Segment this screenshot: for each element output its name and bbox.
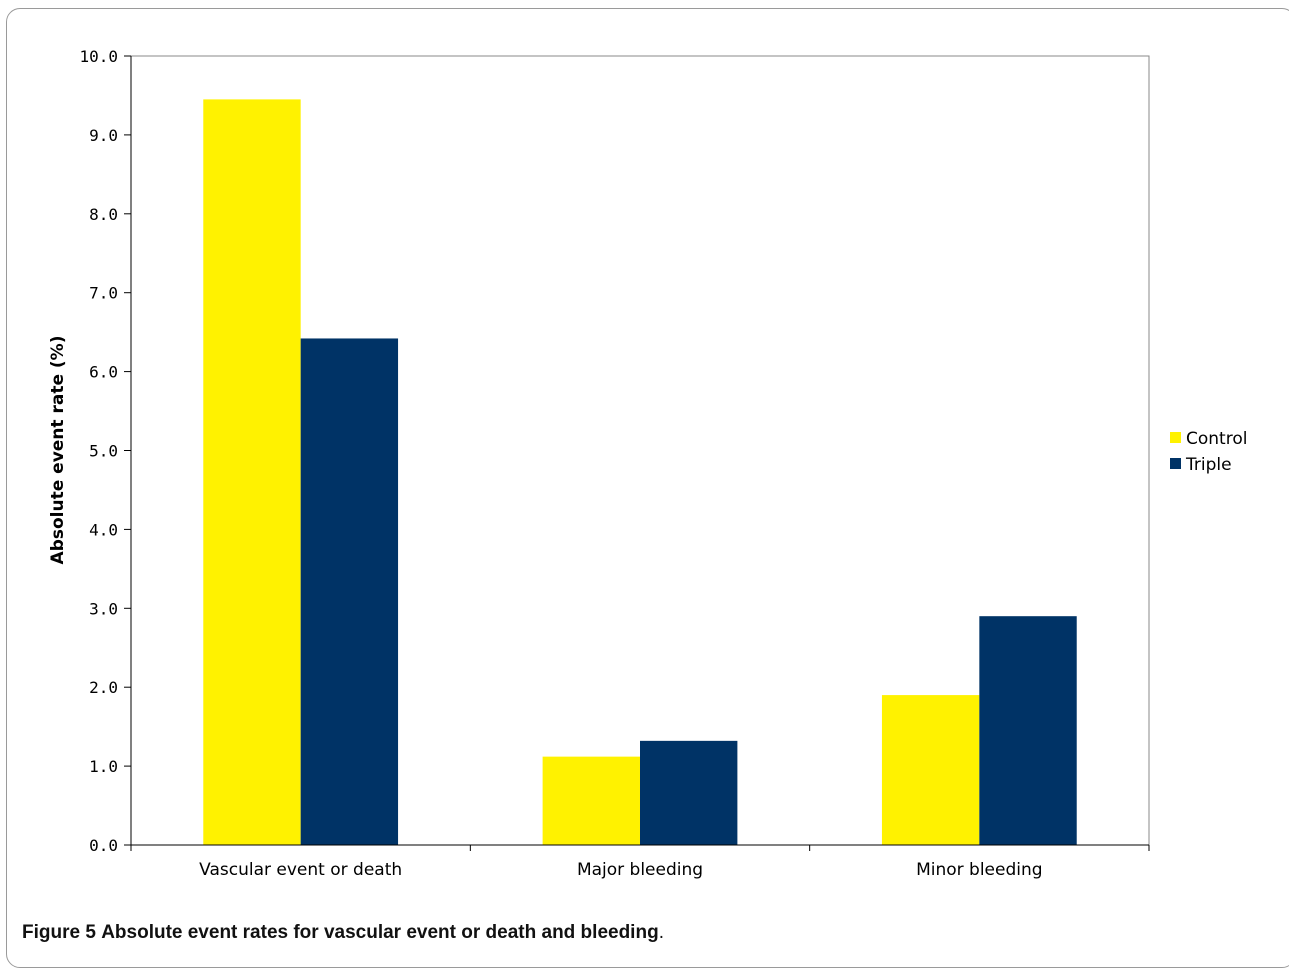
y-tick-label: 4.0 [89,520,118,539]
legend-label-triple: Triple [1185,455,1232,475]
x-category-label: Major bleeding [577,860,703,880]
caption-end: . [658,922,664,943]
y-tick-label: 8.0 [89,205,118,224]
bar-control-2 [542,756,640,845]
y-axis: 0.0 1.0 2.0 3.0 4.0 5.0 6.0 7.0 8.0 9.0 10.0 [79,47,132,855]
legend-label-control: Control [1186,429,1247,449]
y-tick-label: 2.0 [89,678,118,697]
x-axis: Vascular event or death Major bleeding Min… [130,844,1150,880]
bar-chart: 0.0 1.0 2.0 3.0 4.0 5.0 6.0 7.0 8.0 9.0 10.0 Vascu… [48,47,1247,880]
caption-label: Figure 5 [22,922,96,943]
x-category-label: Minor bleeding [916,860,1042,880]
legend-swatch-control [1170,432,1181,443]
bar-control-3 [881,695,980,845]
bar-triple-1 [300,338,399,845]
y-tick-label: 1.0 [89,757,118,776]
bars-group [203,99,1077,845]
bar-control-1 [203,99,301,845]
y-tick-label: 0.0 [89,836,118,855]
y-tick-label: 5.0 [89,442,118,461]
bar-triple-3 [979,616,1077,845]
y-axis-label: Absolute event rate (%) [48,336,68,565]
caption-title: Absolute event rates for vascular event … [101,922,659,943]
bar-triple-2 [640,740,738,845]
figure-caption: Figure 5 Absolute event rates for vascul… [22,922,664,944]
x-category-label: Vascular event or death [199,860,402,880]
legend: Control Triple [1170,429,1247,475]
y-tick-label: 9.0 [89,126,118,145]
y-tick-label: 3.0 [89,599,118,618]
y-tick-label: 7.0 [89,284,118,303]
y-tick-label: 6.0 [89,363,118,382]
legend-swatch-triple [1170,458,1181,469]
y-tick-label: 10.0 [79,47,118,66]
